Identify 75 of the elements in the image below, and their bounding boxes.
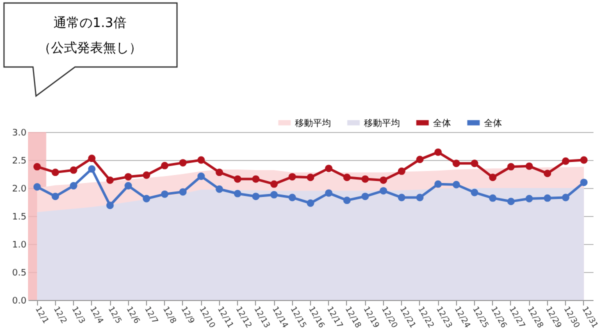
point — [270, 180, 278, 188]
y-tick-label: 2.5 — [12, 156, 26, 166]
point — [380, 187, 388, 194]
point — [106, 176, 114, 184]
point — [343, 196, 351, 204]
point — [507, 198, 515, 206]
y-tick-label: 0.0 — [12, 296, 27, 306]
point — [489, 194, 496, 202]
legend-label: 移動平均 — [364, 118, 400, 129]
point — [33, 163, 41, 170]
point — [234, 175, 242, 183]
text: 通常の1.3倍 — [54, 16, 126, 31]
point — [580, 178, 588, 186]
point — [160, 162, 168, 170]
y-tick-label: 3.0 — [12, 128, 27, 138]
point — [416, 156, 424, 164]
point — [216, 185, 224, 193]
point — [580, 156, 588, 164]
y-tick-label: 1.5 — [12, 212, 26, 222]
point — [380, 176, 388, 184]
point — [70, 182, 78, 190]
point — [52, 192, 60, 200]
y-tick-label: 0.5 — [12, 268, 26, 278]
point — [252, 192, 260, 200]
point — [142, 171, 150, 179]
point — [398, 168, 406, 175]
point — [252, 175, 260, 183]
point — [526, 194, 533, 202]
point — [197, 156, 205, 164]
point — [306, 199, 314, 207]
point — [470, 188, 478, 196]
point — [142, 194, 150, 202]
point — [398, 194, 406, 202]
point — [288, 194, 296, 202]
point — [160, 190, 168, 198]
point — [33, 183, 41, 191]
legend-label: 移動平均 — [295, 118, 331, 129]
point — [52, 168, 60, 176]
point — [562, 194, 570, 202]
point — [526, 162, 533, 170]
point — [434, 180, 442, 188]
point — [470, 160, 478, 168]
point — [288, 173, 296, 180]
point — [361, 192, 369, 200]
point — [197, 172, 205, 180]
point — [562, 157, 570, 165]
point — [179, 188, 187, 196]
point — [434, 148, 442, 156]
point — [234, 190, 242, 198]
point — [452, 180, 460, 188]
point — [88, 154, 96, 162]
point — [70, 166, 78, 174]
point — [507, 163, 515, 170]
point — [124, 182, 132, 190]
point — [179, 159, 187, 166]
point — [306, 174, 314, 182]
point — [361, 175, 369, 183]
y-tick-label: 1.0 — [12, 240, 27, 250]
point — [452, 160, 460, 168]
point — [416, 194, 424, 202]
point — [325, 189, 332, 197]
point — [544, 170, 552, 178]
point — [325, 164, 332, 172]
point — [124, 173, 132, 180]
point — [88, 165, 96, 173]
point — [343, 174, 351, 182]
y-tick-label: 2.0 — [12, 184, 27, 194]
text: （公式発表無し） — [38, 41, 142, 56]
point — [270, 191, 278, 198]
point — [106, 202, 114, 210]
point — [544, 194, 552, 202]
point — [489, 174, 496, 182]
legend-label: 全体 — [484, 118, 502, 129]
legend-label: 全体 — [433, 118, 451, 129]
point — [216, 168, 224, 176]
